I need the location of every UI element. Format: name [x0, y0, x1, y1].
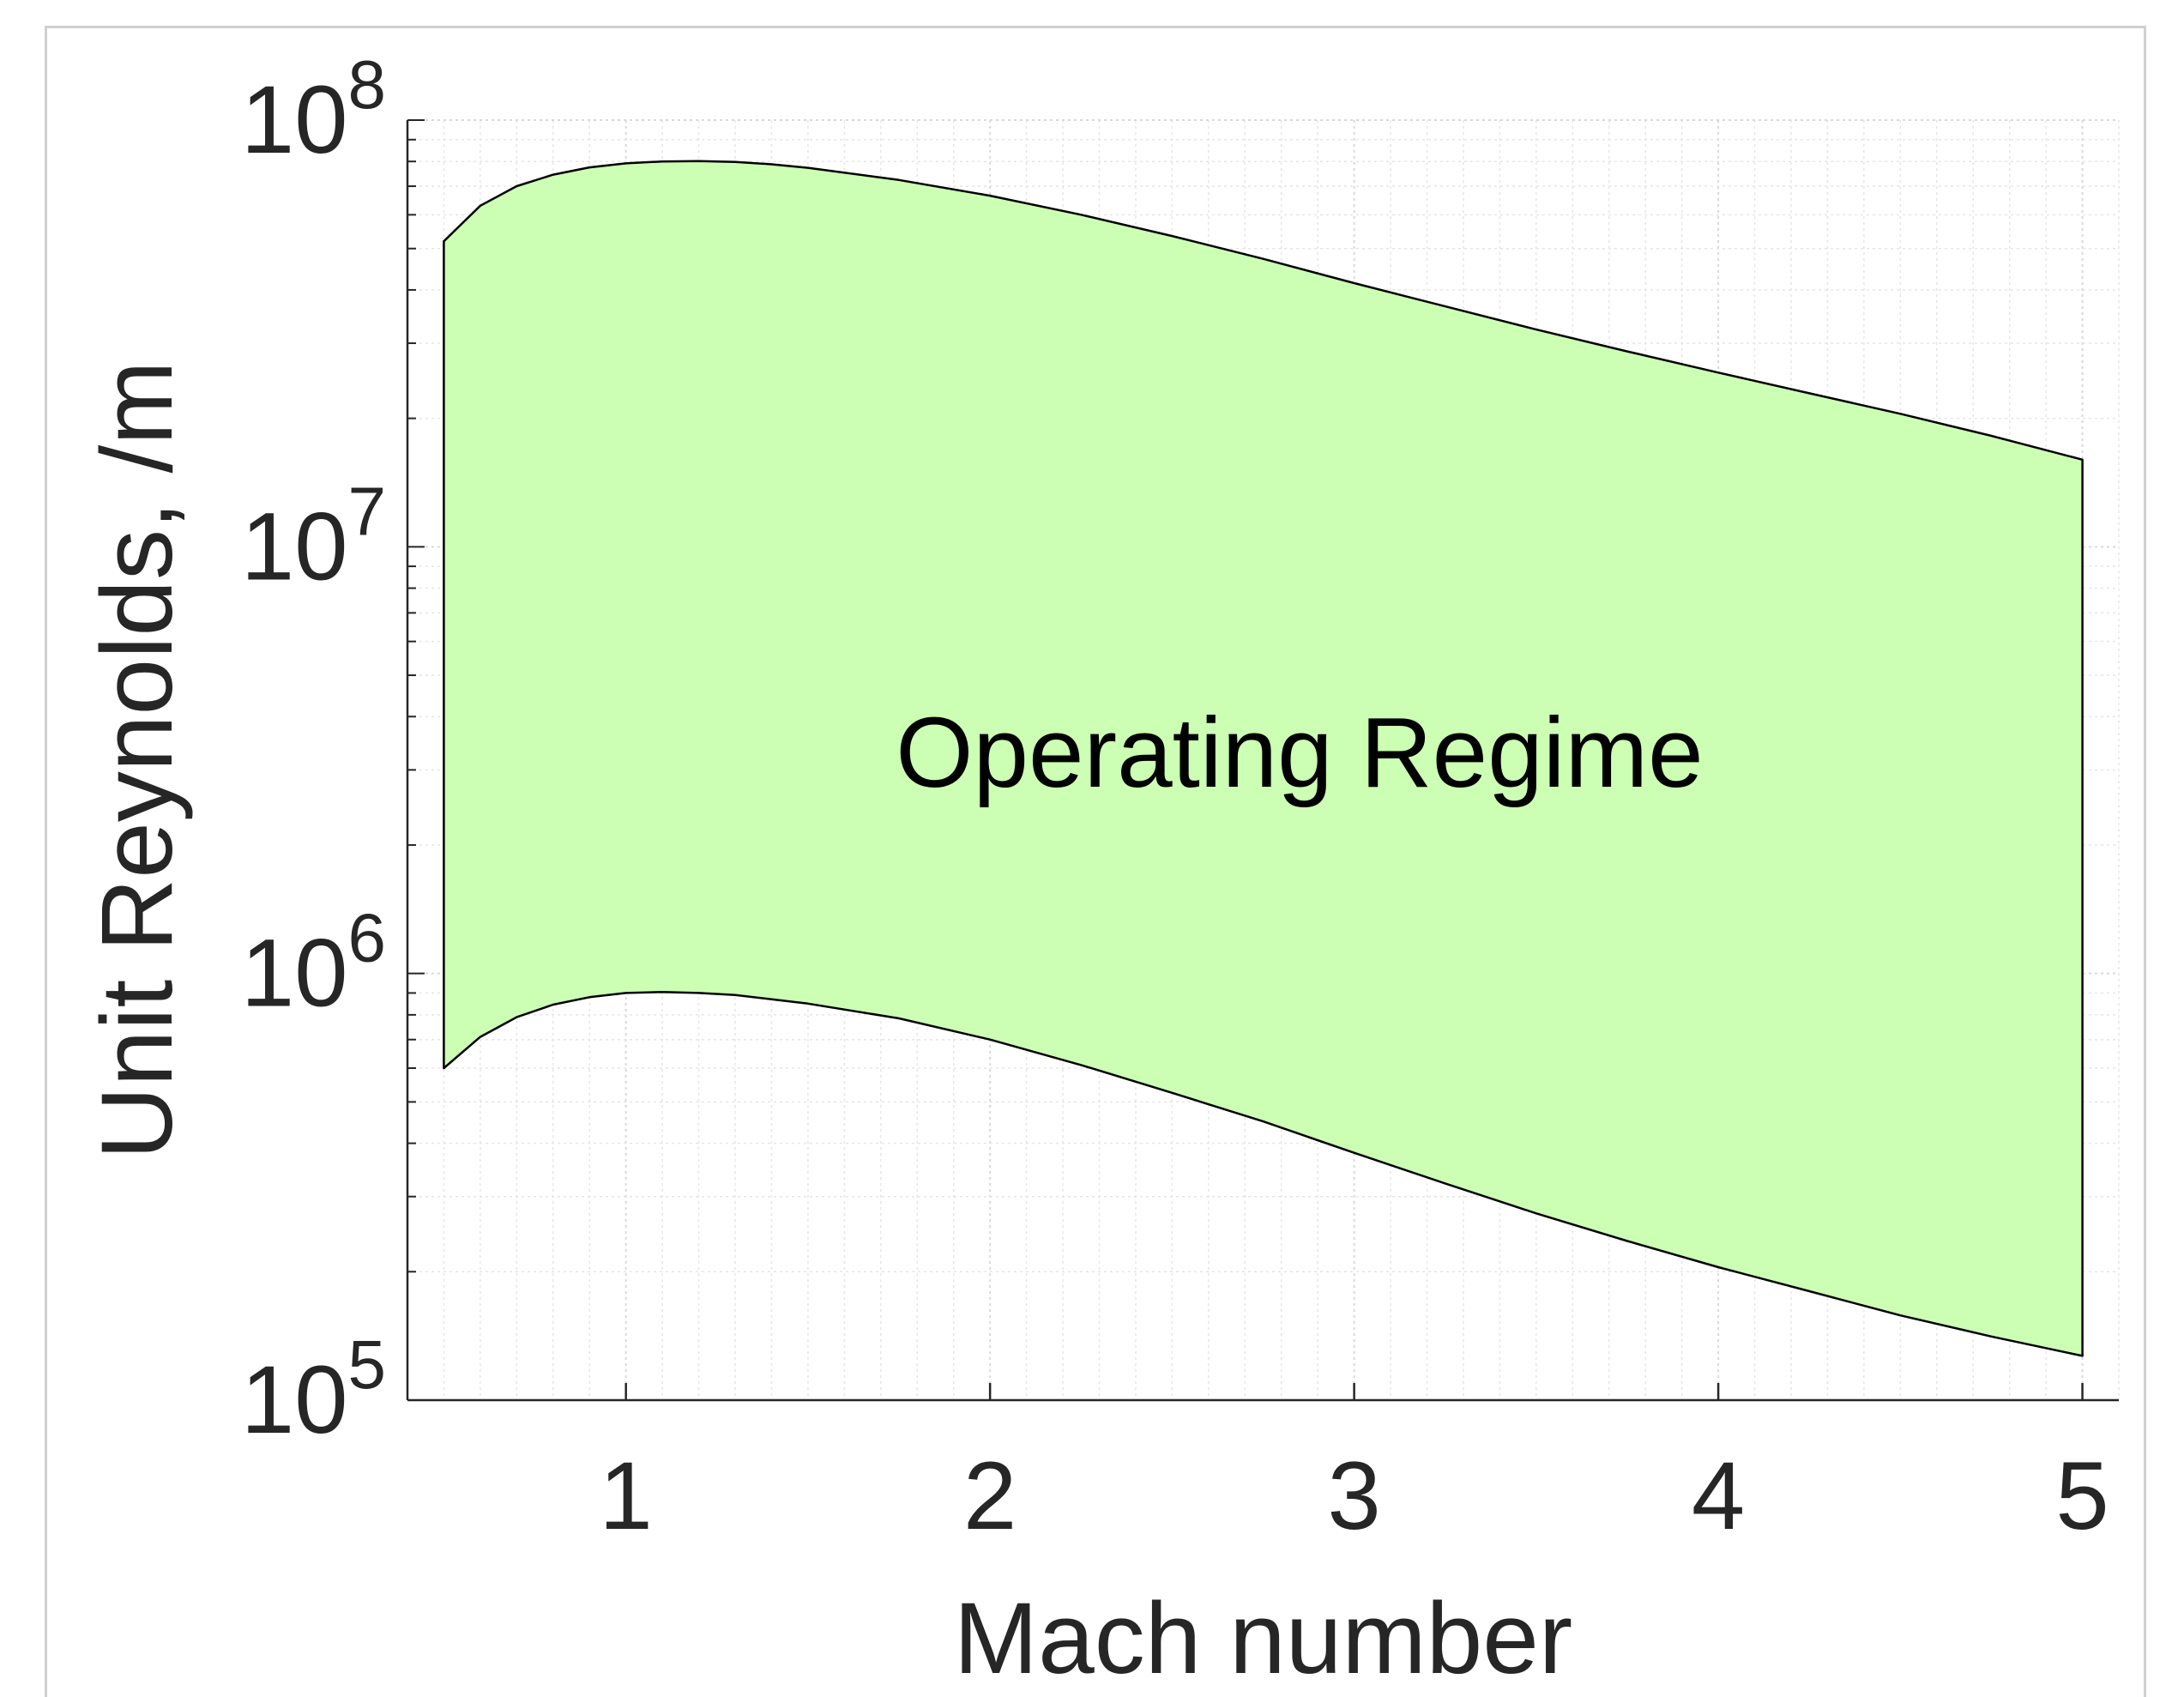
x-tick-label: 5 — [2055, 1442, 2109, 1549]
x-tick-label: 1 — [600, 1442, 653, 1549]
figure-frame — [45, 26, 2146, 1697]
y-tick-label: 107 — [241, 473, 386, 600]
y-tick-label: 106 — [241, 900, 386, 1027]
y-tick-label: 108 — [241, 46, 386, 173]
y-axis-label: Unit Reynolds, /m — [81, 360, 194, 1159]
y-tick-labels: 105 106 107 108 — [241, 46, 386, 1453]
x-tick-label: 4 — [1692, 1442, 1745, 1549]
x-tick-labels: 1 2 3 4 5 — [600, 1442, 2109, 1549]
operating-regime-label: Operating Regime — [896, 697, 1703, 808]
x-axis-label: Mach number — [954, 1582, 1572, 1695]
axes — [406, 119, 2119, 1402]
operating-regime-area — [443, 160, 2084, 1357]
x-tick-label: 2 — [963, 1442, 1017, 1549]
y-tick-label: 105 — [241, 1326, 386, 1453]
x-tick-label: 3 — [1327, 1442, 1380, 1549]
